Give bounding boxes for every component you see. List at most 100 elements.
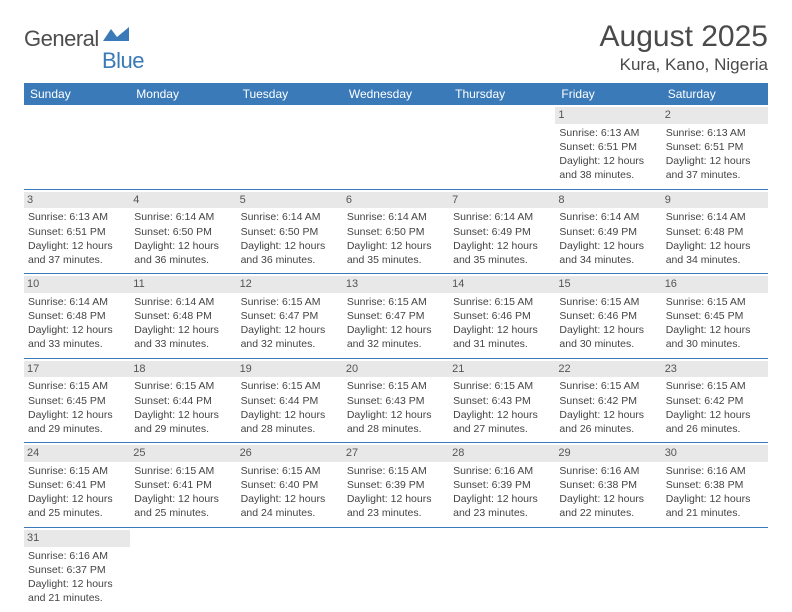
empty-cell <box>662 527 768 611</box>
empty-cell <box>130 527 236 611</box>
day-cell: 25Sunrise: 6:15 AMSunset: 6:41 PMDayligh… <box>130 443 236 528</box>
day-header: Friday <box>555 83 661 105</box>
day-cell: 17Sunrise: 6:15 AMSunset: 6:45 PMDayligh… <box>24 358 130 443</box>
sunrise-text: Sunrise: 6:14 AM <box>347 210 445 224</box>
daylight-text: and 33 minutes. <box>28 337 126 351</box>
sunset-text: Sunset: 6:47 PM <box>241 309 339 323</box>
sunset-text: Sunset: 6:39 PM <box>453 478 551 492</box>
day-cell: 6Sunrise: 6:14 AMSunset: 6:50 PMDaylight… <box>343 189 449 274</box>
sunset-text: Sunset: 6:41 PM <box>28 478 126 492</box>
daylight-text: Daylight: 12 hours <box>666 408 764 422</box>
daylight-text: and 27 minutes. <box>453 422 551 436</box>
sunrise-text: Sunrise: 6:14 AM <box>241 210 339 224</box>
sunset-text: Sunset: 6:42 PM <box>559 394 657 408</box>
sunset-text: Sunset: 6:46 PM <box>559 309 657 323</box>
sunset-text: Sunset: 6:44 PM <box>241 394 339 408</box>
sunset-text: Sunset: 6:49 PM <box>453 225 551 239</box>
empty-cell <box>449 105 555 189</box>
day-number: 3 <box>24 192 130 209</box>
day-number: 11 <box>130 276 236 293</box>
sunset-text: Sunset: 6:37 PM <box>28 563 126 577</box>
sunset-text: Sunset: 6:45 PM <box>28 394 126 408</box>
day-number: 5 <box>237 192 343 209</box>
logo: General Blue <box>24 26 144 74</box>
day-cell: 20Sunrise: 6:15 AMSunset: 6:43 PMDayligh… <box>343 358 449 443</box>
sunrise-text: Sunrise: 6:14 AM <box>559 210 657 224</box>
sunset-text: Sunset: 6:50 PM <box>347 225 445 239</box>
day-number: 26 <box>237 445 343 462</box>
day-cell: 4Sunrise: 6:14 AMSunset: 6:50 PMDaylight… <box>130 189 236 274</box>
daylight-text: and 21 minutes. <box>666 506 764 520</box>
daylight-text: Daylight: 12 hours <box>453 323 551 337</box>
daylight-text: Daylight: 12 hours <box>559 408 657 422</box>
sunrise-text: Sunrise: 6:14 AM <box>453 210 551 224</box>
logo-text-blue: Blue <box>24 48 144 74</box>
sunset-text: Sunset: 6:51 PM <box>28 225 126 239</box>
empty-cell <box>237 105 343 189</box>
day-header: Saturday <box>662 83 768 105</box>
daylight-text: Daylight: 12 hours <box>241 239 339 253</box>
daylight-text: and 32 minutes. <box>347 337 445 351</box>
day-number: 20 <box>343 361 449 378</box>
day-cell: 3Sunrise: 6:13 AMSunset: 6:51 PMDaylight… <box>24 189 130 274</box>
daylight-text: Daylight: 12 hours <box>28 408 126 422</box>
sunset-text: Sunset: 6:40 PM <box>241 478 339 492</box>
daylight-text: Daylight: 12 hours <box>28 492 126 506</box>
daylight-text: Daylight: 12 hours <box>666 154 764 168</box>
daylight-text: Daylight: 12 hours <box>559 239 657 253</box>
sunrise-text: Sunrise: 6:13 AM <box>28 210 126 224</box>
daylight-text: Daylight: 12 hours <box>666 239 764 253</box>
empty-cell <box>237 527 343 611</box>
day-cell: 19Sunrise: 6:15 AMSunset: 6:44 PMDayligh… <box>237 358 343 443</box>
sunset-text: Sunset: 6:38 PM <box>666 478 764 492</box>
daylight-text: Daylight: 12 hours <box>347 239 445 253</box>
page-title: August 2025 <box>600 20 768 53</box>
sunrise-text: Sunrise: 6:15 AM <box>559 379 657 393</box>
day-number: 10 <box>24 276 130 293</box>
sunset-text: Sunset: 6:48 PM <box>134 309 232 323</box>
sunset-text: Sunset: 6:43 PM <box>453 394 551 408</box>
day-cell: 11Sunrise: 6:14 AMSunset: 6:48 PMDayligh… <box>130 274 236 359</box>
day-number: 9 <box>662 192 768 209</box>
day-number: 24 <box>24 445 130 462</box>
day-number: 21 <box>449 361 555 378</box>
daylight-text: Daylight: 12 hours <box>134 492 232 506</box>
sunset-text: Sunset: 6:45 PM <box>666 309 764 323</box>
daylight-text: Daylight: 12 hours <box>453 239 551 253</box>
day-number: 22 <box>555 361 661 378</box>
day-number: 6 <box>343 192 449 209</box>
day-header: Tuesday <box>237 83 343 105</box>
daylight-text: and 28 minutes. <box>241 422 339 436</box>
day-number: 8 <box>555 192 661 209</box>
sunrise-text: Sunrise: 6:13 AM <box>559 126 657 140</box>
sunrise-text: Sunrise: 6:15 AM <box>666 379 764 393</box>
daylight-text: Daylight: 12 hours <box>134 408 232 422</box>
day-cell: 15Sunrise: 6:15 AMSunset: 6:46 PMDayligh… <box>555 274 661 359</box>
sunset-text: Sunset: 6:43 PM <box>347 394 445 408</box>
day-cell: 30Sunrise: 6:16 AMSunset: 6:38 PMDayligh… <box>662 443 768 528</box>
daylight-text: Daylight: 12 hours <box>134 323 232 337</box>
sunrise-text: Sunrise: 6:15 AM <box>241 295 339 309</box>
daylight-text: Daylight: 12 hours <box>453 492 551 506</box>
day-number: 7 <box>449 192 555 209</box>
empty-cell <box>343 527 449 611</box>
daylight-text: and 35 minutes. <box>347 253 445 267</box>
sunset-text: Sunset: 6:50 PM <box>241 225 339 239</box>
daylight-text: and 23 minutes. <box>347 506 445 520</box>
day-cell: 24Sunrise: 6:15 AMSunset: 6:41 PMDayligh… <box>24 443 130 528</box>
day-cell: 21Sunrise: 6:15 AMSunset: 6:43 PMDayligh… <box>449 358 555 443</box>
sunset-text: Sunset: 6:48 PM <box>28 309 126 323</box>
sunrise-text: Sunrise: 6:15 AM <box>241 464 339 478</box>
daylight-text: Daylight: 12 hours <box>559 492 657 506</box>
day-number: 19 <box>237 361 343 378</box>
day-header: Sunday <box>24 83 130 105</box>
sunset-text: Sunset: 6:42 PM <box>666 394 764 408</box>
daylight-text: and 29 minutes. <box>134 422 232 436</box>
daylight-text: Daylight: 12 hours <box>559 154 657 168</box>
sunset-text: Sunset: 6:41 PM <box>134 478 232 492</box>
sunset-text: Sunset: 6:51 PM <box>559 140 657 154</box>
daylight-text: and 26 minutes. <box>666 422 764 436</box>
day-cell: 1Sunrise: 6:13 AMSunset: 6:51 PMDaylight… <box>555 105 661 189</box>
day-header: Thursday <box>449 83 555 105</box>
daylight-text: and 31 minutes. <box>453 337 551 351</box>
